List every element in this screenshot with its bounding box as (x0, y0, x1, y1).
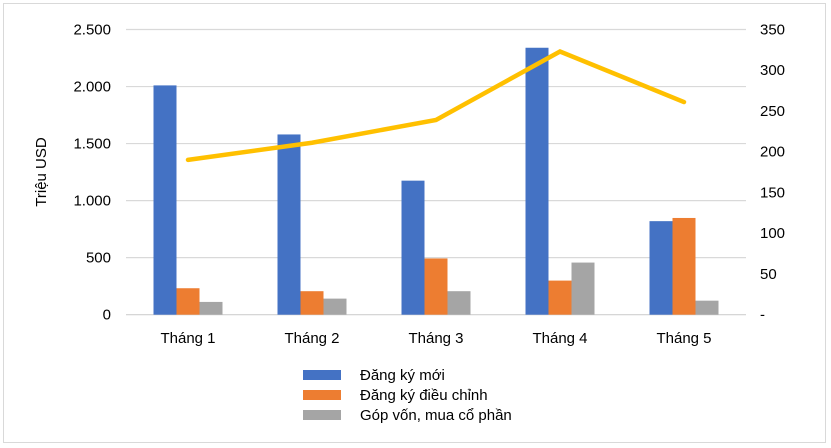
y-tick-label: 500 (86, 250, 111, 267)
bar-1-5 (649, 221, 673, 315)
bar-2-3 (424, 258, 448, 315)
legend-swatch (303, 370, 341, 380)
y-tick-label: 0 (103, 307, 111, 324)
bar-3-1 (199, 301, 223, 315)
bar-3-2 (323, 298, 347, 315)
bar-3-5 (695, 300, 719, 315)
legend-label: Đăng ký mới (360, 367, 445, 384)
bar-1-4 (525, 47, 549, 315)
bar-2-1 (176, 288, 200, 315)
y2-tick-label: 200 (760, 144, 785, 161)
legend-label: Đăng ký điều chỉnh (360, 387, 488, 404)
y-tick-label: 2.500 (73, 22, 111, 39)
y2-tick-label: 100 (760, 225, 785, 242)
y-tick-label: 1.000 (73, 193, 111, 210)
y2-tick-label: 250 (760, 103, 785, 120)
chart-frame (3, 3, 826, 443)
bar-1-3 (401, 180, 425, 315)
bar-1-1 (153, 85, 177, 315)
legend-label: Góp vốn, mua cổ phần (360, 407, 512, 424)
x-tick-label: Tháng 4 (532, 330, 587, 347)
bar-2-4 (548, 280, 572, 315)
y2-tick-label: 150 (760, 184, 785, 201)
y-tick-label: 2.000 (73, 79, 111, 96)
bar-2-2 (300, 291, 324, 315)
y-tick-label: 1.500 (73, 136, 111, 153)
bar-2-5 (672, 217, 696, 315)
line-series (185, 49, 687, 163)
bar-3-4 (571, 262, 595, 315)
y2-tick-label: 300 (760, 62, 785, 79)
y2-tick-label: 350 (760, 22, 785, 39)
x-tick-label: Tháng 3 (408, 330, 463, 347)
bar-1-2 (277, 134, 301, 315)
x-tick-label: Tháng 5 (656, 330, 711, 347)
bar-3-3 (447, 291, 471, 315)
x-tick-label: Tháng 1 (160, 330, 215, 347)
y2-tick-label: 50 (760, 266, 777, 283)
y-axis-label: Triệu USD (33, 137, 50, 207)
y2-tick-label: - (760, 307, 765, 324)
legend-swatch (303, 410, 341, 420)
x-tick-label: Tháng 2 (284, 330, 339, 347)
legend-swatch (303, 390, 341, 400)
